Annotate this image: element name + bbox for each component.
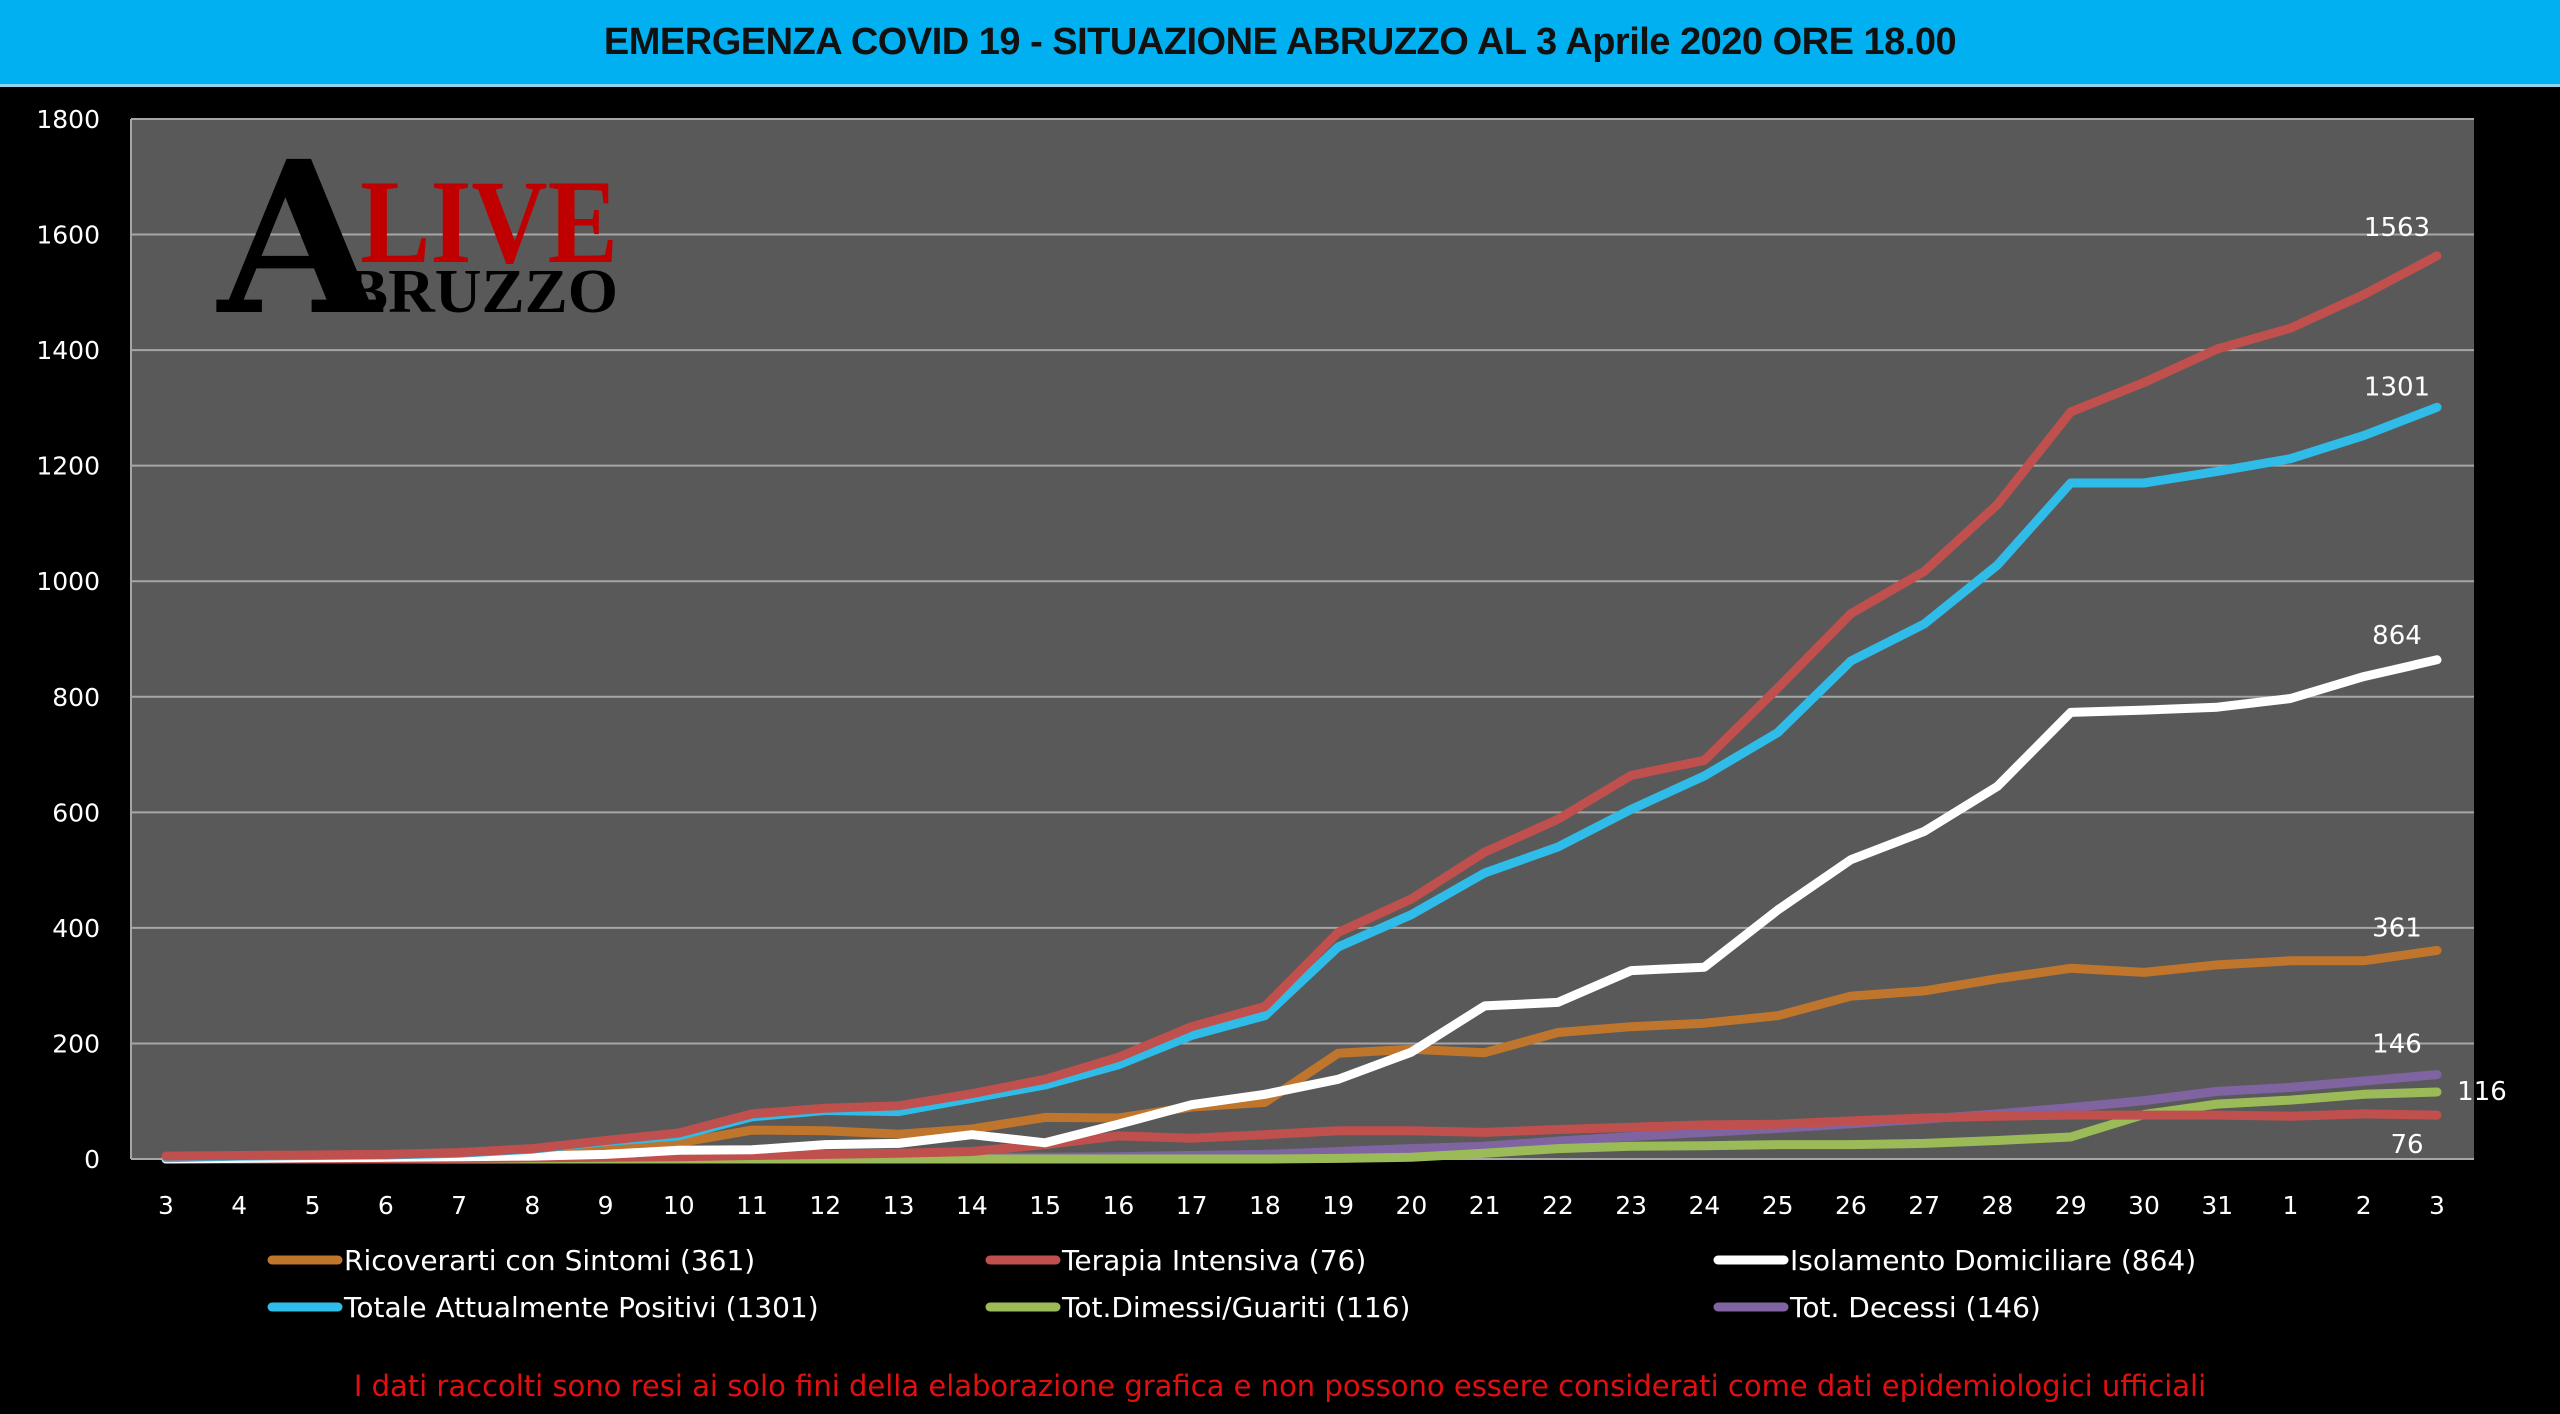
x-tick-label: 9 (598, 1191, 614, 1220)
logo-initial: A (216, 115, 384, 362)
x-tick-label: 31 (2201, 1191, 2233, 1220)
x-tick-label: 20 (1395, 1191, 1427, 1220)
x-tick-label: 23 (1615, 1191, 1647, 1220)
x-tick-label: 24 (1689, 1191, 1721, 1220)
data-label-1: 1301 (2364, 372, 2430, 402)
x-tick-label: 25 (1762, 1191, 1794, 1220)
series-line-3 (161, 655, 2442, 1164)
y-tick-label: 800 (52, 683, 100, 712)
data-label-4: 76 (2390, 1130, 2423, 1160)
legend-item: Ricoverarti con Sintomi (361) (267, 1244, 755, 1277)
x-tick-label: 16 (1102, 1191, 1134, 1220)
x-tick-label: 1 (2283, 1191, 2299, 1220)
data-label-3: 864 (2372, 621, 2422, 651)
legend-item: Totale Attualmente Positivi (1301) (267, 1291, 819, 1324)
y-tick-label: 1000 (36, 567, 100, 596)
legend-item: Tot. Decessi (146) (1713, 1291, 2041, 1324)
data-label-2: 361 (2372, 913, 2422, 943)
x-tick-label: 5 (305, 1191, 321, 1220)
x-tick-label: 3 (158, 1191, 174, 1220)
y-tick-label: 1800 (36, 105, 100, 134)
x-tick-label: 12 (809, 1191, 841, 1220)
x-tick-label: 11 (736, 1191, 768, 1220)
x-tick-label: 27 (1908, 1191, 1940, 1220)
x-tick-label: 6 (378, 1191, 394, 1220)
data-label-6: 146 (2372, 1030, 2422, 1060)
x-tick-label: 29 (2055, 1191, 2087, 1220)
disclaimer-footer: I dati raccolti sono resi ai solo fini d… (354, 1369, 2206, 1403)
legend-label: Terapia Intensiva (76) (1061, 1244, 1366, 1277)
legend-label: Totale Attualmente Positivi (1301) (343, 1291, 819, 1324)
logo-live: LIVE (360, 155, 618, 288)
x-tick-label: 18 (1249, 1191, 1281, 1220)
legend-item: Terapia Intensiva (76) (985, 1244, 1366, 1277)
title-bar: EMERGENZA COVID 19 - SITUAZIONE ABRUZZO … (0, 0, 2560, 87)
x-tick-label: 10 (663, 1191, 695, 1220)
x-tick-label: 26 (1835, 1191, 1867, 1220)
data-label-5: 116 (2457, 1077, 2507, 1107)
legend-label: Isolamento Domiciliare (864) (1790, 1244, 2196, 1277)
y-tick-label: 1200 (36, 452, 100, 481)
x-tick-label: 14 (956, 1191, 988, 1220)
x-tick-label: 15 (1029, 1191, 1061, 1220)
alive-abruzzo-logo: A LIVE BRUZZO (216, 115, 618, 362)
legend-label: Tot.Dimessi/Guariti (116) (1061, 1291, 1410, 1324)
chart-title: EMERGENZA COVID 19 - SITUAZIONE ABRUZZO … (603, 20, 1957, 63)
x-tick-label: 17 (1176, 1191, 1208, 1220)
y-tick-label: 600 (52, 798, 100, 827)
y-tick-label: 1600 (36, 221, 100, 250)
x-tick-label: 7 (451, 1191, 467, 1220)
y-tick-label: 200 (52, 1029, 100, 1058)
legend-item: Tot.Dimessi/Guariti (116) (985, 1291, 1410, 1324)
x-tick-label: 22 (1542, 1191, 1574, 1220)
data-label-0: 1563 (2364, 213, 2430, 243)
x-tick-label: 13 (883, 1191, 915, 1220)
legend-label: Ricoverarti con Sintomi (361) (344, 1244, 755, 1277)
legend-label: Tot. Decessi (146) (1789, 1291, 2041, 1324)
x-tick-label: 28 (1982, 1191, 2014, 1220)
x-tick-label: 30 (2128, 1191, 2160, 1220)
y-tick-label: 1400 (36, 336, 100, 365)
y-tick-label: 400 (52, 914, 100, 943)
x-tick-label: 8 (524, 1191, 540, 1220)
y-tick-label: 0 (84, 1145, 100, 1174)
legend-item: Isolamento Domiciliare (864) (1713, 1244, 2196, 1277)
logo-abruzzo: BRUZZO (345, 258, 618, 326)
x-tick-label: 2 (2356, 1191, 2372, 1220)
x-tick-label: 4 (231, 1191, 247, 1220)
x-tick-label: 3 (2429, 1191, 2445, 1220)
series-line-0 (161, 251, 2442, 1161)
x-tick-label: 19 (1322, 1191, 1354, 1220)
x-tick-label: 21 (1469, 1191, 1501, 1220)
